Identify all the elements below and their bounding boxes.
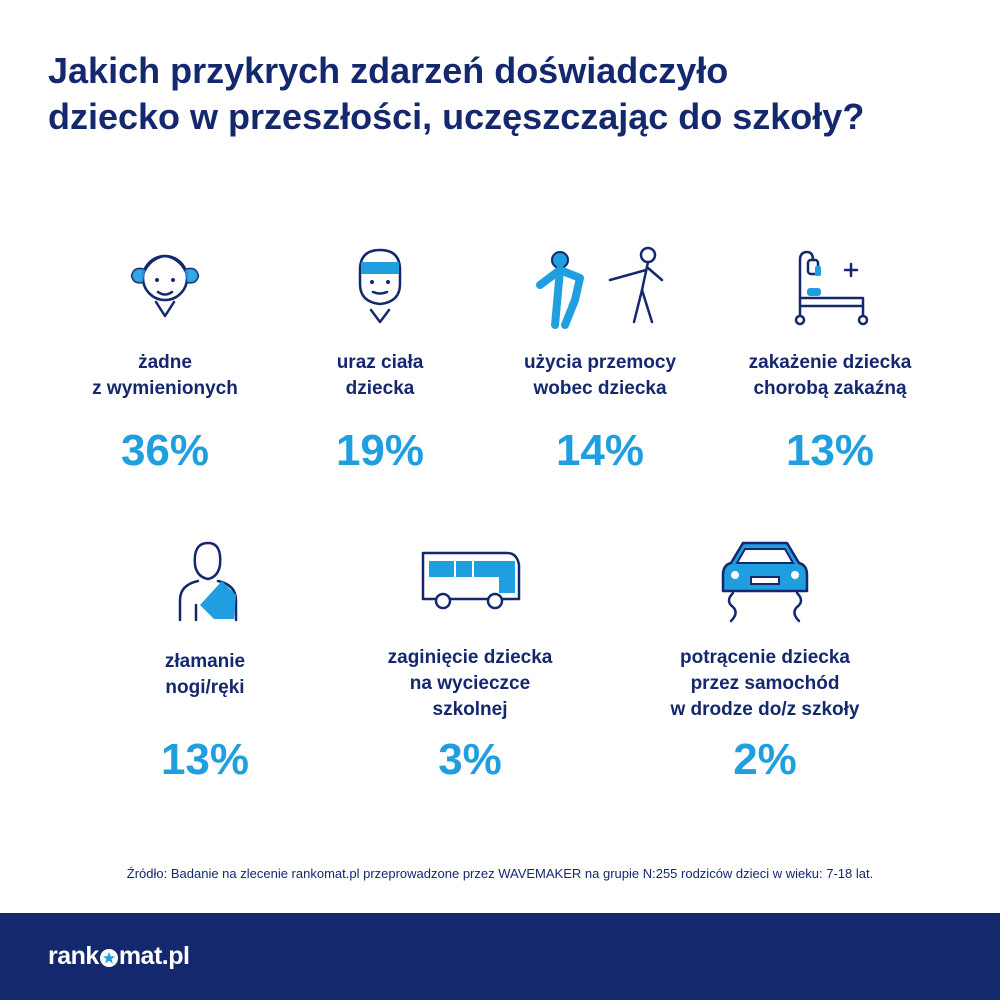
- stat-infection: zakażenie dziecka chorobą zakaźną 13%: [725, 240, 935, 475]
- stat-accident: potrącenie dziecka przez samochód w drod…: [640, 535, 890, 784]
- label-line: użycia przemocy: [523, 352, 677, 373]
- violence-icon: [536, 246, 664, 329]
- stat-label: potrącenie dziecka przez samochód w drod…: [640, 645, 890, 723]
- title-line-2: dziecko w przeszłości, uczęszczając do s…: [48, 96, 865, 137]
- label-line: szkolnej: [432, 699, 508, 720]
- label-line: przez samochód: [690, 673, 840, 694]
- stat-lost: zaginięcie dziecka na wycieczce szkolnej…: [360, 535, 580, 784]
- stat-label: uraz ciała dziecka: [285, 350, 475, 402]
- stat-label: zaginięcie dziecka na wycieczce szkolnej: [360, 645, 580, 723]
- stat-label: żadne z wymienionych: [70, 350, 260, 402]
- label-line: na wycieczce: [409, 673, 531, 694]
- label-line: nogi/ręki: [165, 677, 245, 698]
- stat-violence: użycia przemocy wobec dziecka 14%: [500, 240, 700, 475]
- bus-icon: [421, 551, 521, 610]
- stat-value: 3%: [438, 735, 502, 784]
- stat-fracture: złamanie nogi/ręki 13%: [110, 535, 300, 784]
- label-line: zakażenie dziecka: [748, 352, 912, 373]
- stat-value: 2%: [733, 735, 797, 784]
- rankomat-logo: rank mat.pl: [48, 942, 190, 971]
- stat-value: 19%: [335, 426, 425, 475]
- stat-value: 13%: [785, 426, 875, 475]
- label-line: złamanie: [164, 651, 246, 672]
- girl-icon: [130, 254, 200, 318]
- stat-injury: uraz ciała dziecka 19%: [285, 240, 475, 475]
- arm-sling-icon: [178, 541, 238, 622]
- stat-label: użycia przemocy wobec dziecka: [500, 350, 700, 402]
- stat-value: 36%: [120, 426, 210, 475]
- page-title: Jakich przykrych zdarzeń doświadczyło dz…: [48, 48, 968, 140]
- stat-none: żadne z wymienionych 36%: [70, 240, 260, 475]
- car-skid-icon: [721, 541, 809, 623]
- label-line: zaginięcie dziecka: [387, 647, 553, 668]
- footer-bar: rank mat.pl: [0, 913, 1000, 1000]
- logo-text-right: mat.pl: [118, 942, 190, 970]
- logo-text-left: rank: [48, 942, 99, 970]
- label-line: chorobą zakaźną: [753, 378, 907, 399]
- star-icon: [99, 948, 118, 967]
- bandaged-head-icon: [358, 248, 402, 324]
- stat-label: złamanie nogi/ręki: [110, 649, 300, 701]
- title-line-1: Jakich przykrych zdarzeń doświadczyło: [48, 50, 729, 91]
- stat-value: 13%: [160, 735, 250, 784]
- label-line: z wymienionych: [92, 378, 238, 399]
- label-line: w drodze do/z szkoły: [670, 699, 860, 720]
- label-line: żadne: [138, 352, 192, 373]
- hospital-bed-icon: [794, 250, 869, 326]
- label-line: potrącenie dziecka: [679, 647, 851, 668]
- source-note: Źródło: Badanie na zlecenie rankomat.pl …: [126, 866, 874, 881]
- stat-value: 14%: [555, 426, 645, 475]
- label-line: uraz ciała: [336, 352, 424, 373]
- label-line: wobec dziecka: [533, 378, 667, 399]
- label-line: dziecka: [345, 378, 415, 399]
- stat-label: zakażenie dziecka chorobą zakaźną: [725, 350, 935, 402]
